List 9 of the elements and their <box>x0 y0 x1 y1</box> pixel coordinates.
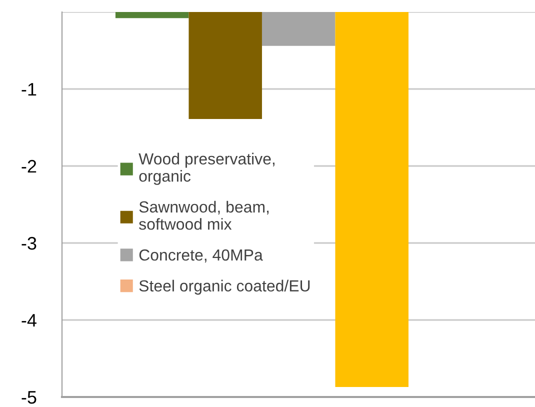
y-tick-label: -5 <box>22 391 36 404</box>
legend-label: Sawnwood, beam, softwood mix <box>139 200 269 230</box>
legend-label: Concrete, 40MPa <box>139 249 263 263</box>
legend-label: Wood preservative, organic <box>138 152 274 185</box>
legend-label: Steel organic coated/EU <box>139 280 310 295</box>
y-tick-label: -2 <box>22 160 36 173</box>
y-tick-label: -4 <box>22 314 36 327</box>
y-tick-label: -1 <box>22 83 36 96</box>
y-tick-label: -3 <box>22 236 36 250</box>
